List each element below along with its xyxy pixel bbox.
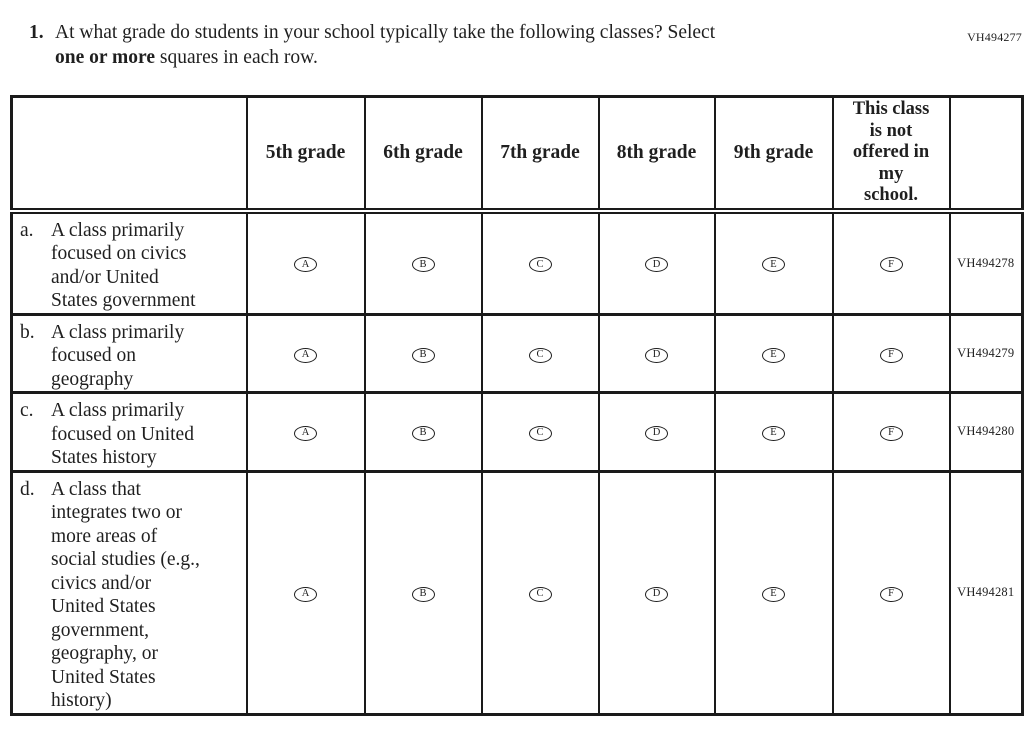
answer-bubble-c-E[interactable]: E	[762, 426, 785, 442]
answer-cell: C	[480, 469, 600, 715]
answer-bubble-b-A[interactable]: A	[294, 347, 317, 363]
column-header-blank	[10, 95, 248, 214]
answer-bubble-d-C[interactable]: C	[528, 586, 552, 602]
row-label-cell: a. A class primarily focused on civics a…	[10, 209, 248, 315]
questionnaire-page: VH494277 1. At what grade do students in…	[0, 21, 1031, 716]
answer-cell: E	[713, 469, 834, 715]
answer-cell: A	[245, 469, 366, 715]
answer-bubble-c-D[interactable]: D	[645, 426, 668, 442]
row-item-text: A class primarily focused on geography	[51, 321, 185, 390]
answer-bubble-c-F[interactable]: F	[879, 426, 903, 442]
column-header-code	[948, 95, 1024, 214]
answer-bubble-a-B[interactable]: B	[411, 257, 435, 273]
row-item-letter: a.	[20, 219, 34, 241]
question-text: At what grade do students in your school…	[55, 21, 865, 70]
row-item-text: A class primarily focused on United Stat…	[51, 400, 194, 468]
row-item-letter: b.	[20, 321, 35, 343]
answer-bubble-a-F[interactable]: F	[879, 257, 903, 273]
answer-cell: D	[597, 209, 716, 315]
answer-bubble-b-B[interactable]: B	[411, 347, 435, 363]
question-block: 1. At what grade do students in your sch…	[29, 21, 1031, 70]
answer-cell: D	[597, 469, 716, 715]
answer-bubble-a-A[interactable]: A	[294, 257, 317, 273]
answer-cell: E	[713, 209, 834, 315]
answer-cell: F	[831, 469, 951, 715]
answer-bubble-a-D[interactable]: D	[645, 257, 668, 273]
column-header-5th-grade: 5th grade	[245, 95, 366, 214]
grade-selection-table: 5th grade 6th grade 7th grade 8th grade …	[10, 95, 1024, 716]
answer-bubble-d-E[interactable]: E	[762, 586, 785, 602]
table-row-b: b. A class primarily focused on geograph…	[10, 312, 1024, 394]
answer-bubble-d-D[interactable]: D	[645, 586, 668, 602]
table-row-d: d. A class that integrates two or more a…	[10, 469, 1024, 715]
row-form-code: VH494278	[948, 209, 1024, 315]
table-row-c: c. A class primarily focused on United S…	[10, 391, 1024, 472]
column-header-9th-grade: 9th grade	[713, 95, 834, 214]
answer-cell: E	[713, 312, 834, 394]
answer-cell: F	[831, 209, 951, 315]
question-text-emphasis: one or more	[55, 46, 156, 68]
answer-cell: F	[831, 391, 951, 472]
row-label-cell: c. A class primarily focused on United S…	[10, 391, 248, 472]
column-header-8th-grade: 8th grade	[597, 95, 716, 214]
answer-cell: A	[245, 391, 366, 472]
answer-bubble-c-A[interactable]: A	[294, 426, 317, 442]
answer-bubble-b-D[interactable]: D	[645, 347, 668, 363]
question-text-part-1: At what grade do students in your school…	[55, 22, 716, 43]
row-form-code: VH494279	[948, 312, 1024, 394]
answer-cell: F	[831, 312, 951, 394]
row-item-text: A class primarily focused on civics and/…	[51, 219, 196, 312]
answer-cell: A	[245, 209, 366, 315]
answer-bubble-b-C[interactable]: C	[528, 347, 552, 363]
question-text-part-2: squares in each row.	[155, 46, 318, 68]
answer-bubble-a-C[interactable]: C	[528, 257, 552, 273]
answer-cell: B	[363, 391, 483, 472]
row-label-cell: d. A class that integrates two or more a…	[10, 469, 248, 715]
row-item-letter: d.	[20, 478, 35, 500]
answer-cell: E	[713, 391, 834, 472]
column-header-6th-grade: 6th grade	[363, 95, 483, 214]
answer-bubble-c-B[interactable]: B	[411, 426, 435, 442]
answer-cell: B	[363, 312, 483, 394]
row-label-cell: b. A class primarily focused on geograph…	[10, 312, 248, 394]
column-header-7th-grade: 7th grade	[480, 95, 600, 214]
column-header-not-offered: This class is not offered in my school.	[831, 95, 951, 214]
answer-bubble-d-A[interactable]: A	[294, 586, 317, 602]
answer-bubble-d-F[interactable]: F	[879, 586, 903, 602]
answer-bubble-b-F[interactable]: F	[879, 347, 903, 363]
answer-cell: D	[597, 391, 716, 472]
answer-bubble-d-B[interactable]: B	[411, 586, 435, 602]
row-item-letter: c.	[20, 400, 34, 421]
answer-bubble-c-C[interactable]: C	[528, 426, 552, 442]
row-item-text: A class that integrates two or more area…	[51, 478, 200, 712]
question-number: 1.	[29, 22, 44, 43]
row-form-code: VH494280	[948, 391, 1024, 472]
answer-cell: C	[480, 209, 600, 315]
form-id-label: VH494277	[967, 30, 1022, 44]
table-row-a: a. A class primarily focused on civics a…	[10, 209, 1024, 315]
answer-bubble-a-E[interactable]: E	[762, 257, 785, 273]
row-form-code: VH494281	[948, 469, 1024, 715]
answer-bubble-b-E[interactable]: E	[762, 347, 785, 363]
answer-cell: C	[480, 312, 600, 394]
answer-cell: C	[480, 391, 600, 472]
answer-cell: A	[245, 312, 366, 394]
table-header-row: 5th grade 6th grade 7th grade 8th grade …	[10, 95, 1024, 214]
answer-cell: B	[363, 209, 483, 315]
answer-cell: D	[597, 312, 716, 394]
answer-cell: B	[363, 469, 483, 715]
